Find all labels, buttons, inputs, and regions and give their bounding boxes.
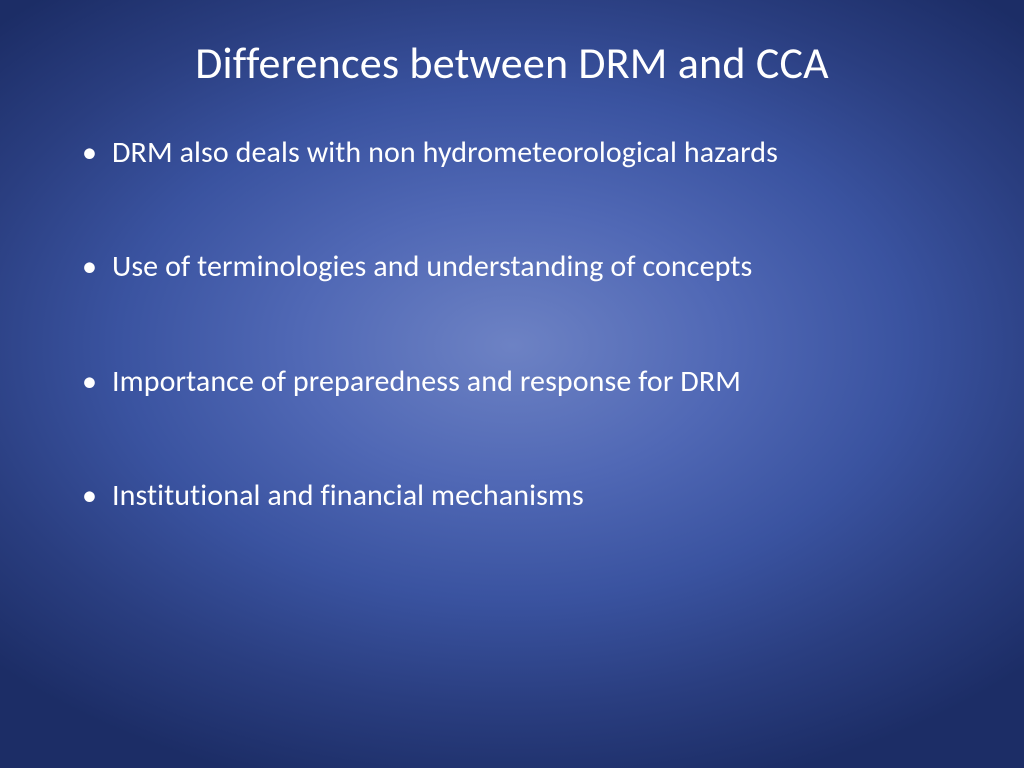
bullet-item: Importance of preparedness and response … <box>78 363 954 401</box>
bullet-item: Institutional and financial mechanisms <box>78 477 954 515</box>
bullet-item: Use of terminologies and understanding o… <box>78 248 954 286</box>
slide-title: Differences between DRM and CCA <box>70 36 954 90</box>
slide: Differences between DRM and CCA DRM also… <box>0 0 1024 768</box>
bullet-item: DRM also deals with non hydrometeorologi… <box>78 134 954 172</box>
bullet-list: DRM also deals with non hydrometeorologi… <box>70 134 954 516</box>
